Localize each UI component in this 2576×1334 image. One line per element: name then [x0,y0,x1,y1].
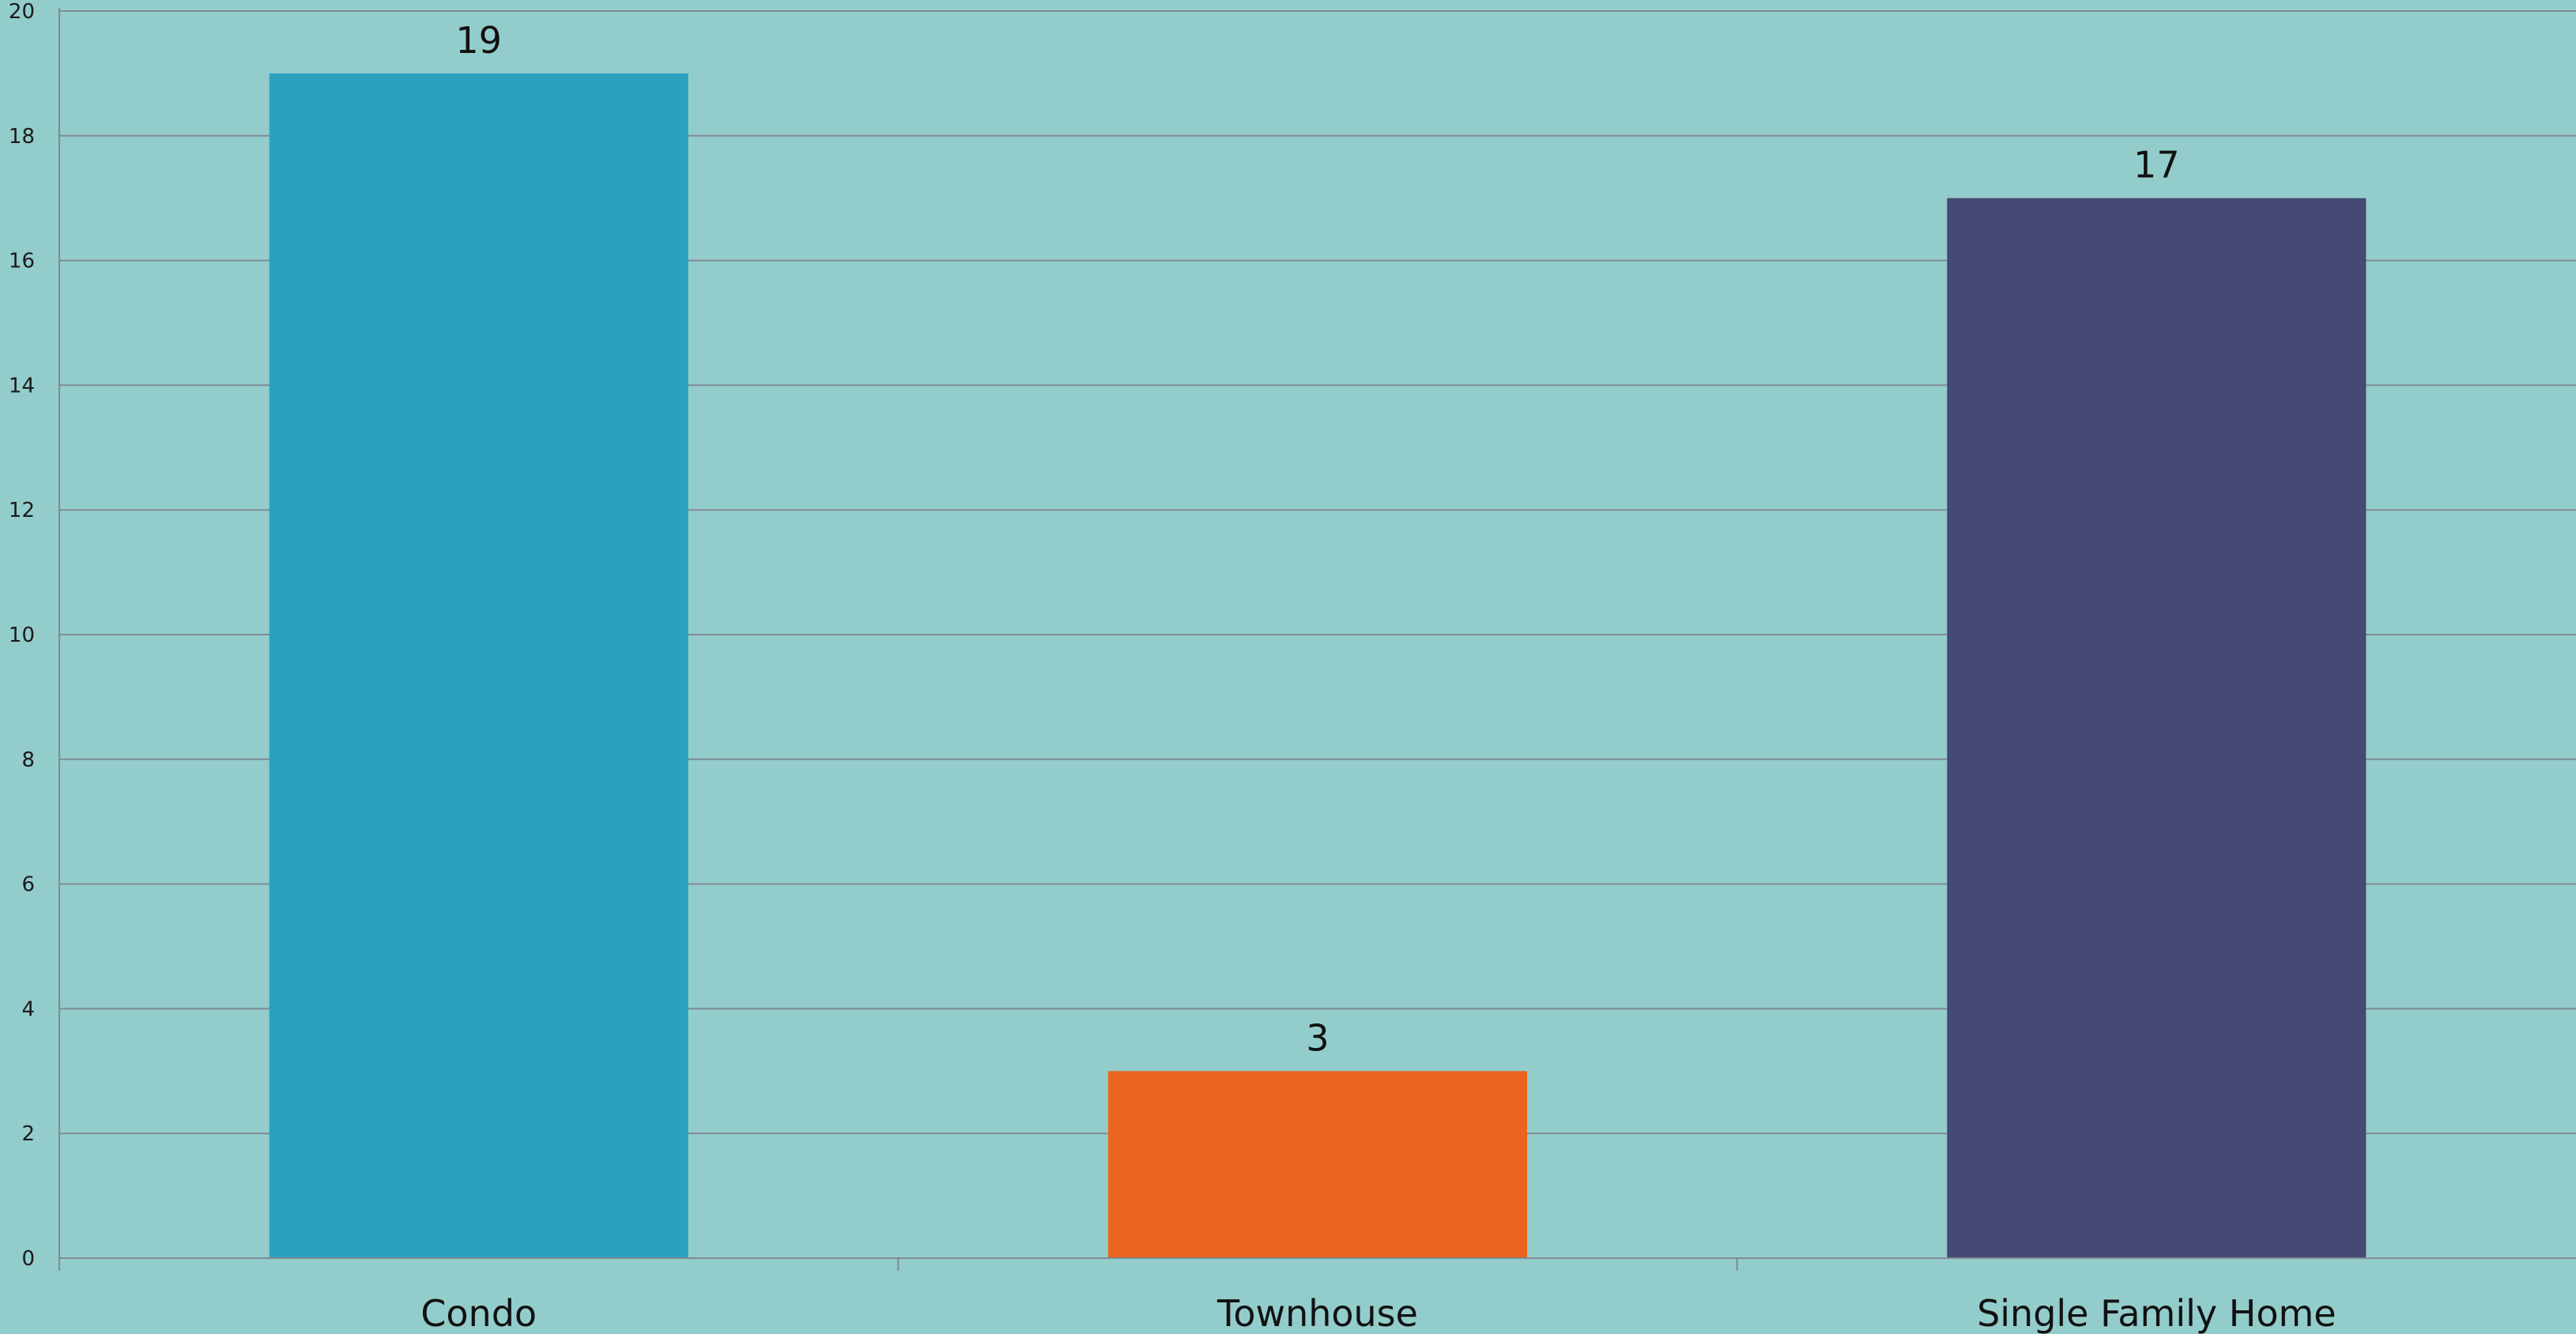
y-tick-label-16: 16 [9,250,35,273]
y-tick-label-0: 0 [21,1247,35,1271]
bar-townhouse[interactable] [1108,1071,1527,1258]
x-tick-label-single-family-home: Single Family Home [1977,1292,2337,1334]
axis-layer [58,8,2576,1271]
bar-condo[interactable] [269,73,688,1258]
bar-layer [269,73,2367,1259]
label-layer: 0 2 4 6 8 10 12 14 16 18 20 19 Condo 3 Townhouse 17 Sing… [9,0,2337,1334]
bar-single-family-home[interactable] [1947,198,2367,1259]
data-label-condo: 19 [455,19,502,62]
y-tick-label-2: 2 [21,1122,35,1146]
y-tick-label-20: 20 [9,0,35,24]
y-tick-label-18: 18 [9,125,35,149]
y-tick-label-14: 14 [9,374,35,398]
y-tick-label-12: 12 [9,499,35,522]
y-tick-label-10: 10 [9,624,35,647]
y-tick-label-4: 4 [21,997,35,1021]
data-label-townhouse: 3 [1306,1016,1329,1059]
y-tick-label-8: 8 [21,748,35,772]
y-tick-label-6: 6 [21,873,35,897]
data-label-single-family-home: 17 [2133,144,2180,187]
x-tick-label-townhouse: Townhouse [1216,1292,1418,1334]
x-tick-label-condo: Condo [421,1292,537,1334]
